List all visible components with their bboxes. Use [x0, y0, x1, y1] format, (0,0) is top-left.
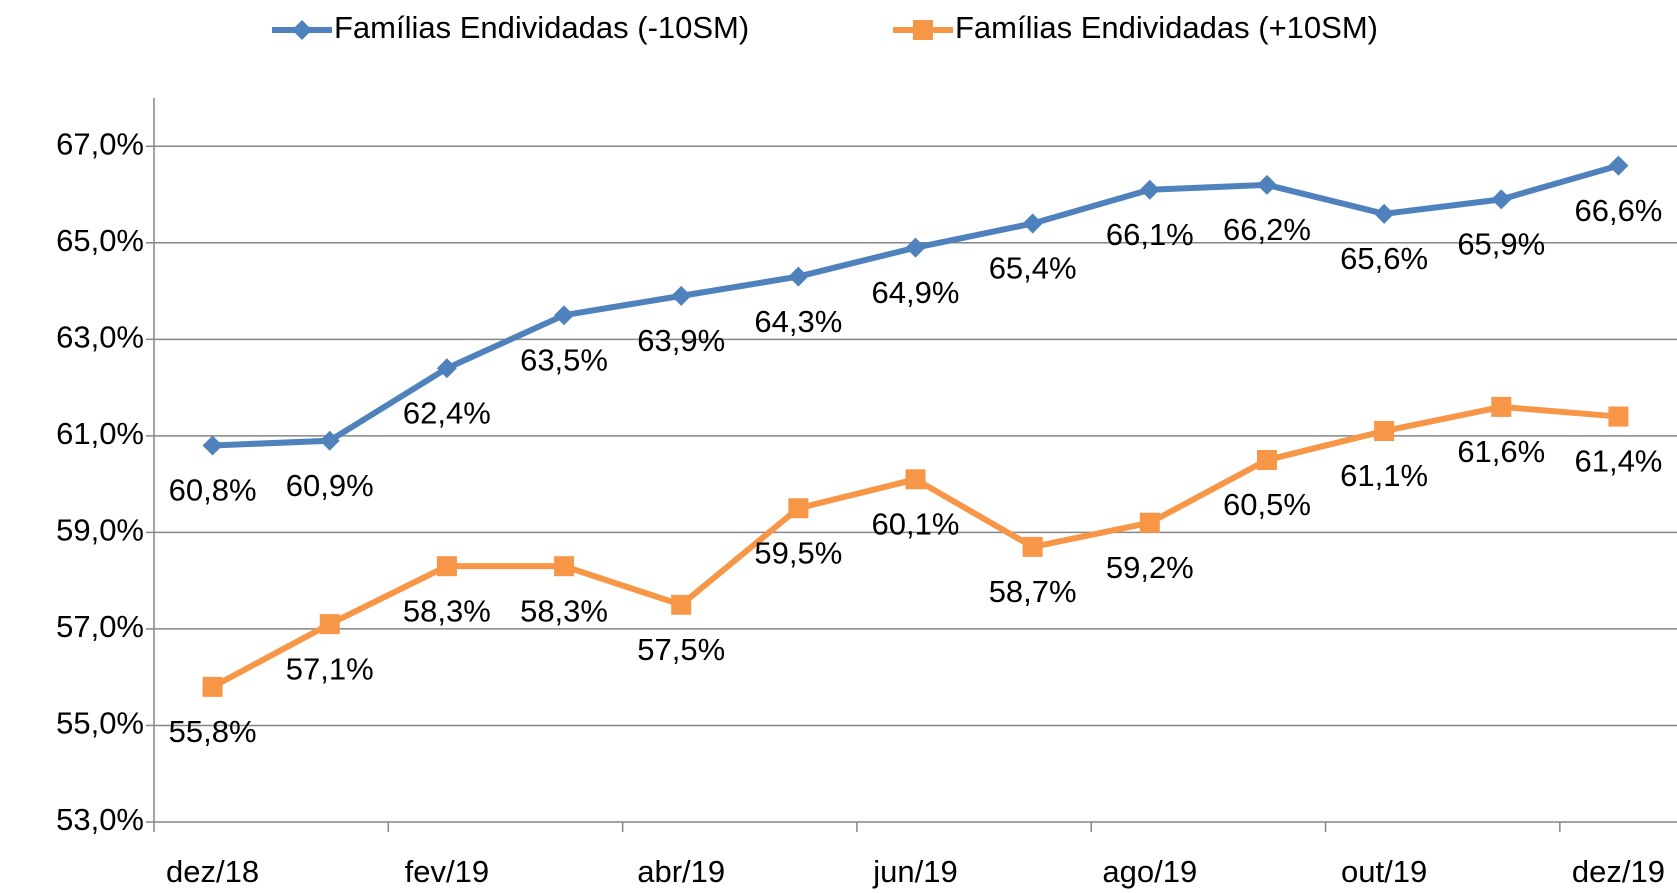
data-point	[554, 305, 575, 326]
data-point	[1491, 396, 1512, 417]
data-point	[319, 430, 340, 451]
x-tick-label: jun/19	[872, 854, 957, 889]
data-point	[1374, 203, 1395, 224]
data-label: 60,1%	[872, 506, 960, 541]
y-tick-label: 57,0%	[56, 609, 144, 644]
data-label: 61,1%	[1340, 458, 1428, 493]
y-tick-label: 53,0%	[56, 802, 144, 837]
data-label: 61,4%	[1574, 444, 1662, 479]
data-point	[1256, 174, 1277, 195]
data-label: 65,6%	[1340, 241, 1428, 276]
data-point	[1139, 512, 1160, 533]
data-point	[202, 676, 223, 697]
y-tick-label: 61,0%	[56, 416, 144, 451]
data-point	[1491, 189, 1512, 210]
data-label: 58,3%	[520, 593, 608, 628]
data-point	[202, 435, 223, 456]
data-label: 65,4%	[989, 251, 1077, 286]
y-tick-label: 67,0%	[56, 126, 144, 161]
data-label: 59,2%	[1106, 550, 1194, 585]
x-tick-label: out/19	[1341, 854, 1427, 889]
series-line	[211, 403, 1619, 690]
x-tick-label: dez/19	[1572, 854, 1665, 889]
data-label: 65,9%	[1457, 227, 1545, 262]
data-label: 60,8%	[169, 473, 257, 508]
data-point	[1139, 179, 1160, 200]
data-label: 60,5%	[1223, 487, 1311, 522]
legend-marker	[292, 20, 312, 40]
data-label: 57,5%	[637, 632, 725, 667]
data-point	[1608, 155, 1629, 176]
data-point	[905, 469, 926, 490]
data-label: 62,4%	[403, 395, 491, 430]
data-point	[671, 594, 692, 615]
data-point	[905, 237, 926, 258]
legend-marker	[913, 20, 933, 40]
data-point	[788, 498, 809, 519]
data-label: 60,9%	[286, 468, 374, 503]
data-label: 64,9%	[872, 275, 960, 310]
data-label: 61,6%	[1457, 434, 1545, 469]
y-tick-label: 65,0%	[56, 223, 144, 258]
x-tick-label: fev/19	[405, 854, 489, 889]
data-label: 64,3%	[754, 304, 842, 339]
data-label: 58,3%	[403, 593, 491, 628]
data-point	[554, 556, 575, 577]
data-label: 63,9%	[637, 323, 725, 358]
data-label: 55,8%	[169, 714, 257, 749]
data-point	[788, 266, 809, 287]
y-tick-label: 63,0%	[56, 320, 144, 355]
data-point	[1022, 213, 1043, 234]
data-label: 59,5%	[754, 535, 842, 570]
data-point	[1608, 406, 1629, 427]
data-point	[1256, 450, 1277, 470]
data-point	[436, 556, 457, 577]
data-label: 58,7%	[989, 574, 1077, 609]
data-point	[319, 614, 340, 635]
x-tick-label: dez/18	[166, 854, 259, 889]
data-label: 63,5%	[520, 342, 608, 377]
data-point	[1022, 536, 1043, 557]
data-point	[1374, 421, 1395, 442]
y-tick-label: 55,0%	[56, 706, 144, 741]
data-point	[436, 358, 457, 379]
data-label: 66,1%	[1106, 217, 1194, 252]
data-label: 66,2%	[1223, 212, 1311, 247]
legend-label: Famílias Endividadas (+10SM)	[955, 10, 1378, 45]
legend-label: Famílias Endividadas (-10SM)	[334, 10, 749, 45]
x-tick-label: abr/19	[637, 854, 725, 889]
y-tick-label: 59,0%	[56, 513, 144, 548]
x-tick-label: ago/19	[1102, 854, 1197, 889]
data-point	[671, 285, 692, 306]
data-label: 57,1%	[286, 651, 374, 686]
data-label: 66,6%	[1574, 193, 1662, 228]
